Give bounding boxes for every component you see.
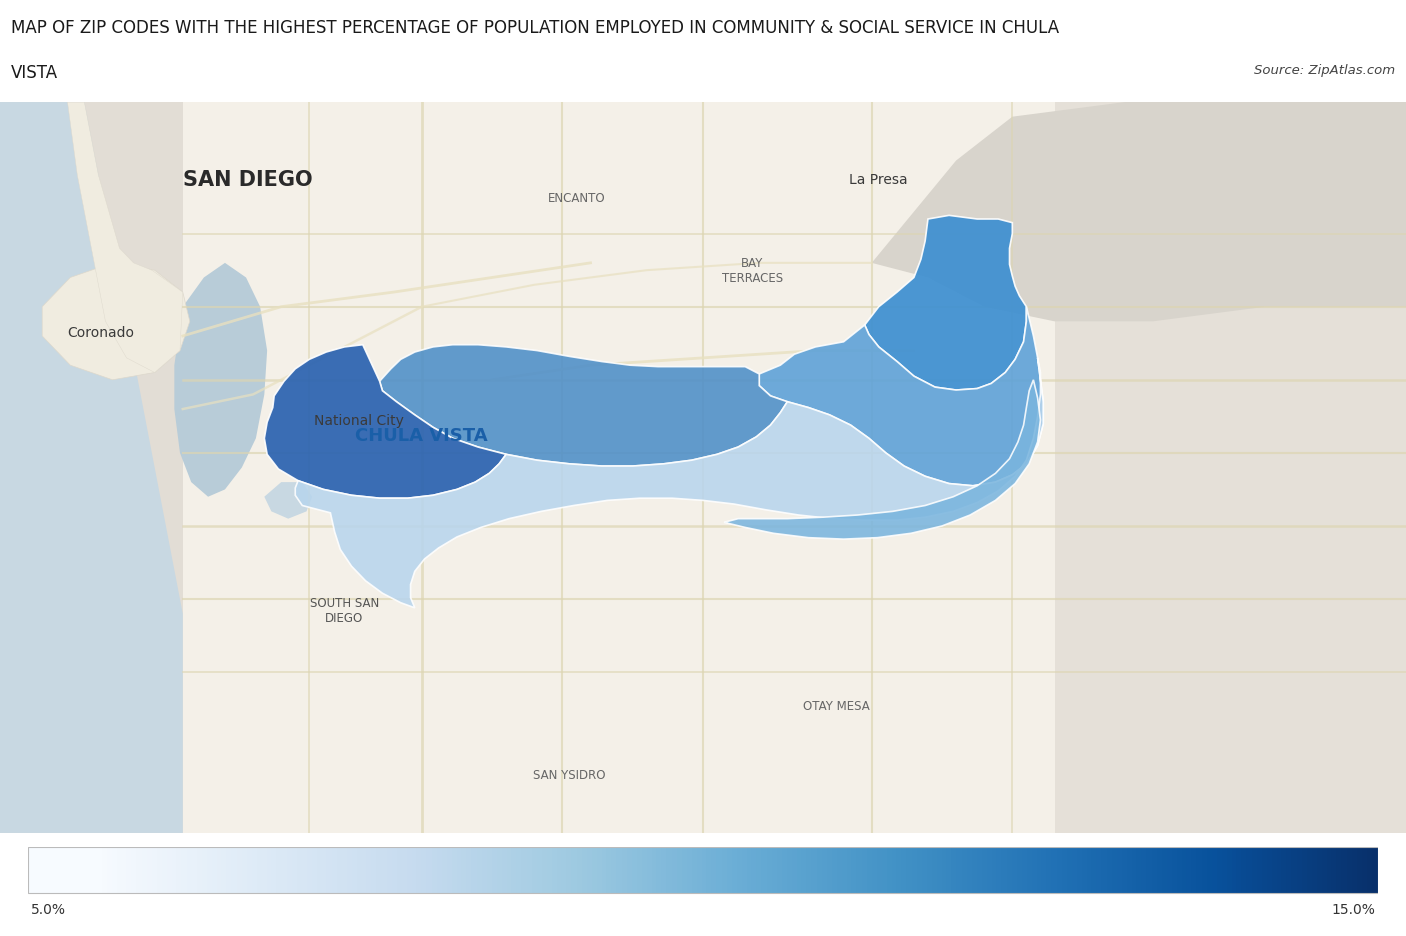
Polygon shape (67, 103, 183, 373)
Polygon shape (865, 216, 1026, 390)
Text: VISTA: VISTA (11, 64, 59, 81)
Text: OTAY MESA: OTAY MESA (803, 699, 870, 711)
Text: MAP OF ZIP CODES WITH THE HIGHEST PERCENTAGE OF POPULATION EMPLOYED IN COMMUNITY: MAP OF ZIP CODES WITH THE HIGHEST PERCEN… (11, 19, 1059, 37)
Polygon shape (264, 483, 312, 519)
Text: National City: National City (314, 414, 404, 428)
Polygon shape (872, 103, 1406, 322)
Polygon shape (0, 103, 183, 833)
Bar (28, 847, 1378, 893)
Text: SAN YSIDRO: SAN YSIDRO (533, 768, 606, 782)
Bar (183, 103, 1406, 833)
Text: CHULA VISTA: CHULA VISTA (356, 426, 488, 445)
Polygon shape (759, 307, 1043, 487)
Text: BAY
TERRACES: BAY TERRACES (721, 256, 783, 285)
Polygon shape (174, 264, 267, 497)
Polygon shape (42, 264, 190, 380)
Bar (1054, 103, 1406, 833)
Text: SAN DIEGO: SAN DIEGO (183, 169, 312, 190)
Text: ENCANTO: ENCANTO (548, 191, 605, 204)
Text: 5.0%: 5.0% (31, 902, 66, 915)
Polygon shape (264, 345, 506, 499)
Polygon shape (295, 358, 1043, 608)
Text: Source: ZipAtlas.com: Source: ZipAtlas.com (1254, 64, 1395, 77)
Text: 15.0%: 15.0% (1331, 902, 1375, 915)
Polygon shape (724, 380, 1040, 539)
Text: Coronado: Coronado (67, 326, 135, 340)
Text: La Presa: La Presa (849, 172, 908, 186)
Text: SOUTH SAN
DIEGO: SOUTH SAN DIEGO (309, 596, 380, 624)
Polygon shape (380, 345, 787, 466)
